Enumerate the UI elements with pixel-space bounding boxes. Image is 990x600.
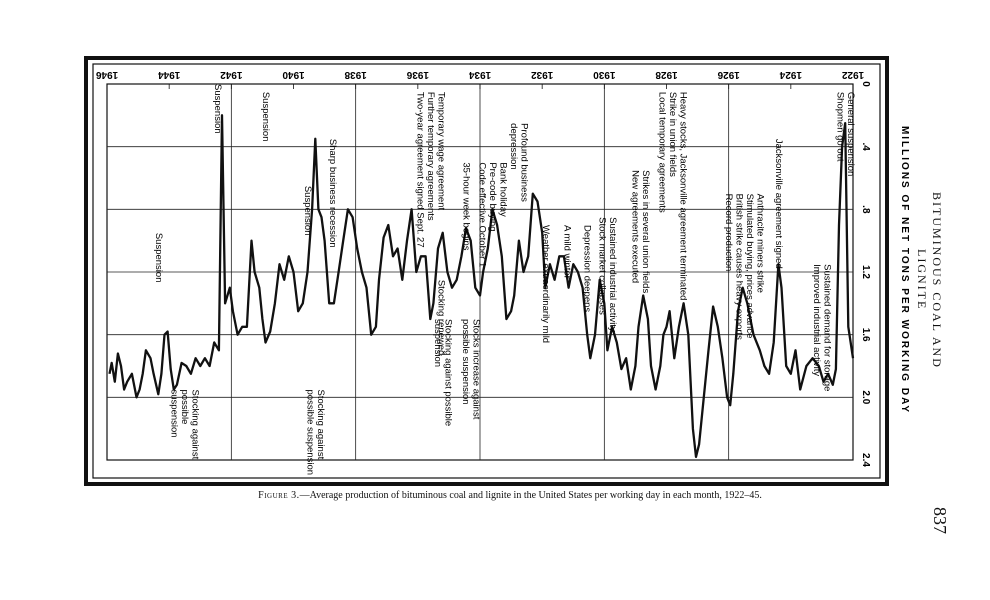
annotation-line: General suspension <box>845 92 856 177</box>
annotation-line: Code effective October 1 <box>476 162 487 267</box>
annotation: 35-hour week begins <box>460 162 471 250</box>
annotation-line: Jacksonville agreement signed <box>773 139 784 269</box>
annotation-line: Anthracite miners strike <box>754 194 765 293</box>
x-tick-label: 1932 <box>531 69 554 80</box>
page-number: 837 <box>930 506 950 534</box>
x-tick-label: 1934 <box>468 69 491 80</box>
annotation-line: Sustained demand for storage <box>822 264 833 391</box>
annotation-line: Record production <box>723 194 734 272</box>
annotation-line: Suspension <box>153 233 164 283</box>
chart-inner-frame <box>92 63 881 479</box>
y-tick-label: .4 <box>860 142 871 151</box>
annotation: Suspension <box>302 186 313 236</box>
series-line-production <box>108 114 855 459</box>
annotation-line: Profound business <box>519 123 530 202</box>
annotation-line: Stocking against possible <box>442 319 453 426</box>
annotation-line: Stocking renewed <box>436 280 447 356</box>
y-tick-label: .8 <box>860 205 871 214</box>
annotation-line: Suspension <box>212 84 223 134</box>
annotation-line: British strike causes heavy exports <box>733 194 744 341</box>
annotation: Suspension <box>260 92 271 142</box>
x-tick-label: 1924 <box>779 69 802 80</box>
annotation-line: New agreements executed <box>629 170 640 283</box>
annotation-line: suspension <box>432 319 443 367</box>
y-tick-label: 1.6 <box>860 328 871 342</box>
x-tick-label: 1928 <box>655 69 678 80</box>
annotation-line: Strikes in several union fields <box>640 170 651 293</box>
y-tick-label: 2.0 <box>860 390 871 404</box>
figure-caption-text: —Average production of bituminous coal a… <box>299 490 762 501</box>
running-head: BITUMINOUS COAL AND LIGNITE <box>915 191 944 369</box>
y-axis-label: MILLIONS OF NET TONS PER WORKING DAY <box>899 126 910 414</box>
annotation: A mild winter <box>562 225 573 279</box>
y-tick-label: 1.2 <box>860 265 871 279</box>
x-tick-label: 1926 <box>717 69 740 80</box>
annotation-line: Local temporary agreements <box>657 92 668 213</box>
x-tick-label: 1942 <box>220 69 243 80</box>
annotation: Suspension <box>212 84 223 134</box>
annotation-line: Pre-code buying <box>487 162 498 231</box>
figure-label: Figure 3. <box>258 490 300 501</box>
annotation: Suspension <box>153 233 164 283</box>
annotation-line: Improved industrial activity <box>811 264 822 376</box>
annotation-line: Heavy stocks, Jacksonville agreement ter… <box>678 92 689 301</box>
annotation-line: Shopmen go out <box>834 92 845 162</box>
annotation-line: suspension <box>169 390 180 438</box>
annotation-line: Bank holiday <box>497 162 508 217</box>
annotation-line: Stocks increase against <box>470 319 481 420</box>
annotation-line: Two-year agreement signed Sept. 27 <box>414 92 425 248</box>
annotation-line: Further temporary agreements <box>425 92 436 221</box>
annotation-line: Weather extraordinarily mild <box>540 225 551 343</box>
annotation-line: possible suspension <box>460 319 471 405</box>
x-tick-label: 1944 <box>158 69 181 80</box>
y-tick-label: 2.4 <box>860 453 871 467</box>
annotation-line: possible <box>179 390 190 425</box>
x-tick-label: 1922 <box>841 69 864 80</box>
x-tick-label: 1938 <box>344 69 367 80</box>
annotation-line: possible suspension <box>304 390 315 476</box>
annotation-line: Stock market collapses <box>597 217 608 315</box>
annotation-line: Suspension <box>260 92 271 142</box>
annotation-line: Depression deepens <box>582 225 593 312</box>
annotation-line: Strike in union fields <box>667 92 678 177</box>
annotation-line: Temporary wage agreement <box>435 92 446 211</box>
annotation: Depression deepens <box>582 225 593 312</box>
x-tick-label: 1936 <box>406 69 429 80</box>
annotation-line: Stocking against <box>190 390 201 460</box>
annotation-line: Suspension <box>302 186 313 236</box>
annotation-line: Stimulated buying, prices advance <box>744 194 755 339</box>
annotation-line: Sharp business recession <box>327 139 338 248</box>
annotation: Heavy stocks, Jacksonville agreement ter… <box>657 92 689 301</box>
annotation-line: A mild winter <box>562 225 573 279</box>
annotation-line: Sustained industrial activity <box>607 217 618 332</box>
annotation: Stocking renewed <box>436 280 447 356</box>
tick-labels: 1922 1924 1926 1928 1930 1932 1934 1936 1938 1940… <box>95 69 871 467</box>
annotation-line: 35-hour week begins <box>460 162 471 250</box>
annotation: Weather extraordinarily mild <box>540 225 551 343</box>
annotation: Sharp business recession <box>327 139 338 248</box>
figure-caption: Figure 3.—Average production of bitumino… <box>160 490 860 501</box>
chart-outer-frame <box>84 56 889 486</box>
y-tick-label: 0 <box>860 81 871 87</box>
x-tick-label: 1940 <box>282 69 305 80</box>
annotation-line: Stocking against <box>315 390 326 460</box>
x-tick-label: 1930 <box>593 69 616 80</box>
x-tick-label: 1946 <box>95 69 118 80</box>
annotation-line: depression <box>508 123 519 169</box>
annotation: Jacksonville agreement signed <box>773 139 784 269</box>
